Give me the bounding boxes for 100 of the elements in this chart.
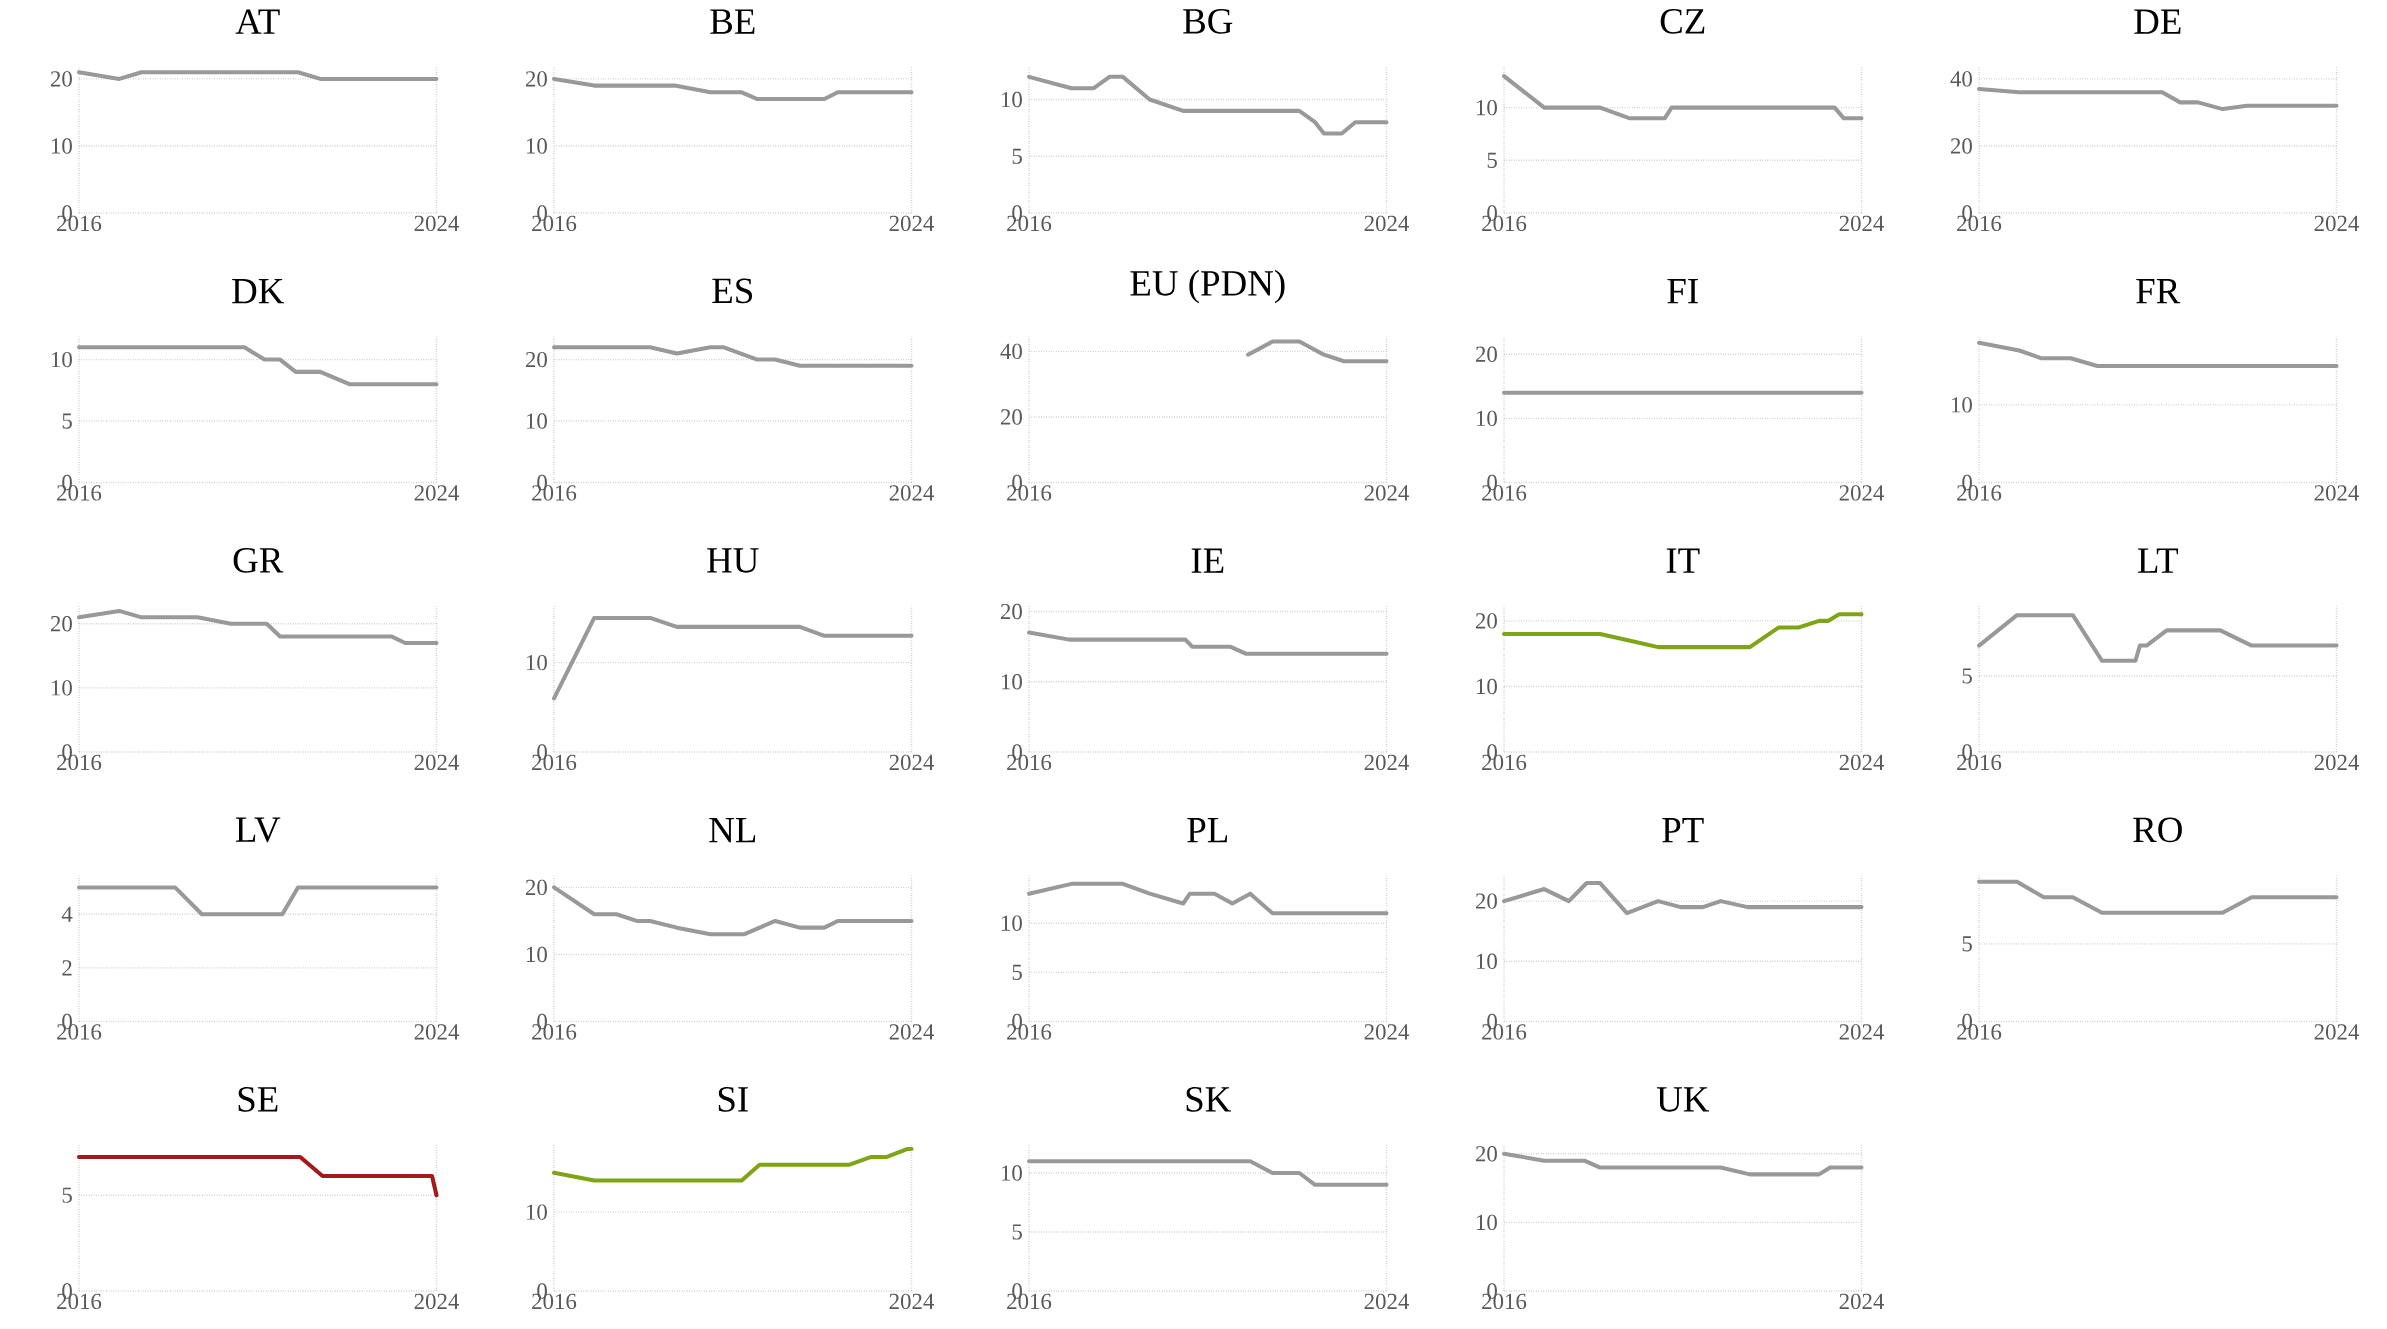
x-tick-label: 2024 [889, 485, 934, 501]
y-tick-label: 20 [1475, 346, 1497, 362]
y-tick-label: 10 [1001, 1165, 1022, 1181]
y-tick-label: 20 [1475, 893, 1497, 909]
y-tick-label: 10 [526, 1204, 547, 1220]
y-tick-label: 10 [1001, 915, 1022, 931]
chart-title: FR [2136, 279, 2181, 304]
x-tick-label: 2024 [889, 215, 934, 232]
y-tick-label: 20 [1000, 409, 1022, 425]
chart-title: SK [1186, 1086, 1231, 1112]
chart-title: SI [718, 1086, 748, 1112]
x-tick-label: 2024 [2314, 1024, 2360, 1040]
y-tick-label: 5 [1962, 668, 1972, 684]
chart-title: DK [232, 279, 285, 304]
chart-title: NL [709, 818, 756, 843]
line-series [551, 1147, 914, 1183]
y-tick-label: 10 [1476, 953, 1497, 970]
chart-title: RO [2133, 817, 2182, 843]
y-tick-label: 10 [1001, 674, 1022, 690]
line-series [76, 345, 439, 387]
line-series [76, 608, 439, 645]
chart-title: LT [2138, 548, 2179, 573]
y-tick-label: 5 [1012, 148, 1022, 164]
line-series [1027, 881, 1389, 916]
x-tick-label: 2024 [1364, 1024, 1410, 1040]
y-tick-label: 5 [1012, 964, 1022, 980]
line-series [1502, 881, 1864, 916]
y-tick-label: 5 [1012, 1224, 1022, 1240]
chart-title: PL [1187, 818, 1228, 843]
y-tick-label: 10 [51, 680, 72, 696]
x-tick-label: 2024 [414, 215, 459, 232]
line-series [1977, 86, 2339, 112]
chart-title: IE [1191, 548, 1224, 573]
y-tick-label: 20 [525, 71, 547, 87]
y-tick-label: 20 [1475, 613, 1497, 629]
y-tick-label: 5 [1962, 936, 1972, 952]
y-tick-label: 40 [1950, 71, 1972, 87]
line-series [1977, 613, 2339, 663]
x-tick-label: 2024 [1364, 485, 1410, 501]
y-tick-label: 20 [1950, 138, 1972, 154]
line-series [1502, 1151, 1864, 1177]
y-tick-label: 10 [1951, 397, 1972, 413]
x-tick-label: 2024 [1839, 1293, 1885, 1310]
chart-title: UK [1656, 1087, 1710, 1112]
x-tick-label: 2024 [414, 1024, 459, 1040]
x-tick-label: 2024 [2314, 215, 2360, 232]
chart-title: FI [1667, 279, 1698, 304]
x-tick-label: 2024 [1839, 754, 1885, 771]
y-tick-label: 10 [1476, 410, 1497, 427]
y-tick-label: 10 [1476, 1214, 1497, 1231]
y-tick-label: 10 [526, 946, 547, 963]
x-tick-label: 2024 [1364, 215, 1410, 232]
chart-title: GR [233, 547, 284, 573]
chart-title: DE [2134, 9, 2181, 34]
y-tick-label: 20 [50, 71, 72, 87]
y-tick-label: 4 [61, 906, 73, 922]
y-tick-label: 10 [526, 654, 547, 671]
y-tick-label: 10 [1476, 99, 1497, 116]
chart-title: BE [710, 9, 755, 34]
x-tick-label: 2024 [1364, 754, 1410, 771]
x-tick-label: 2024 [1364, 1293, 1410, 1310]
x-tick-label: 2024 [2314, 754, 2360, 771]
y-tick-label: 20 [525, 879, 547, 896]
y-tick-label: 40 [1000, 343, 1022, 360]
line-series [551, 76, 914, 102]
chart-title: PT [1662, 818, 1704, 843]
x-tick-label: 2024 [2314, 485, 2360, 501]
y-tick-label: 20 [1000, 603, 1022, 620]
y-tick-label: 10 [526, 413, 547, 429]
y-tick-label: 5 [62, 413, 72, 429]
y-tick-label: 5 [1487, 152, 1497, 168]
chart-title: AT [235, 9, 280, 34]
x-tick-label: 2024 [1839, 485, 1885, 501]
chart-title: EU (PDN) [1130, 269, 1285, 304]
x-tick-label: 2024 [414, 1293, 459, 1310]
x-tick-label: 2024 [414, 754, 459, 771]
chart-title: LV [235, 817, 281, 843]
x-tick-label: 2024 [1839, 215, 1885, 232]
line-series [1027, 630, 1389, 656]
y-tick-label: 10 [51, 351, 72, 368]
chart-title: SE [238, 1086, 278, 1112]
x-tick-label: 2024 [889, 1293, 934, 1310]
x-tick-label: 2024 [414, 485, 459, 501]
line-series [1027, 74, 1389, 136]
chart-title: CZ [1660, 8, 1705, 34]
line-series [1977, 340, 2339, 369]
chart-title: IT [1666, 548, 1700, 573]
y-tick-label: 20 [525, 351, 547, 368]
line-series [551, 345, 914, 368]
y-tick-label: 5 [62, 1187, 72, 1203]
chart-title: BG [1183, 8, 1233, 34]
line-series [551, 885, 914, 937]
chart-title: HU [707, 548, 759, 573]
y-tick-label: 2 [62, 960, 72, 976]
y-tick-label: 10 [526, 138, 547, 154]
x-tick-label: 2024 [1839, 1024, 1885, 1040]
x-tick-label: 2024 [889, 1024, 934, 1040]
line-series [551, 615, 914, 701]
y-tick-label: 20 [1475, 1146, 1497, 1162]
y-tick-label: 10 [51, 138, 72, 154]
